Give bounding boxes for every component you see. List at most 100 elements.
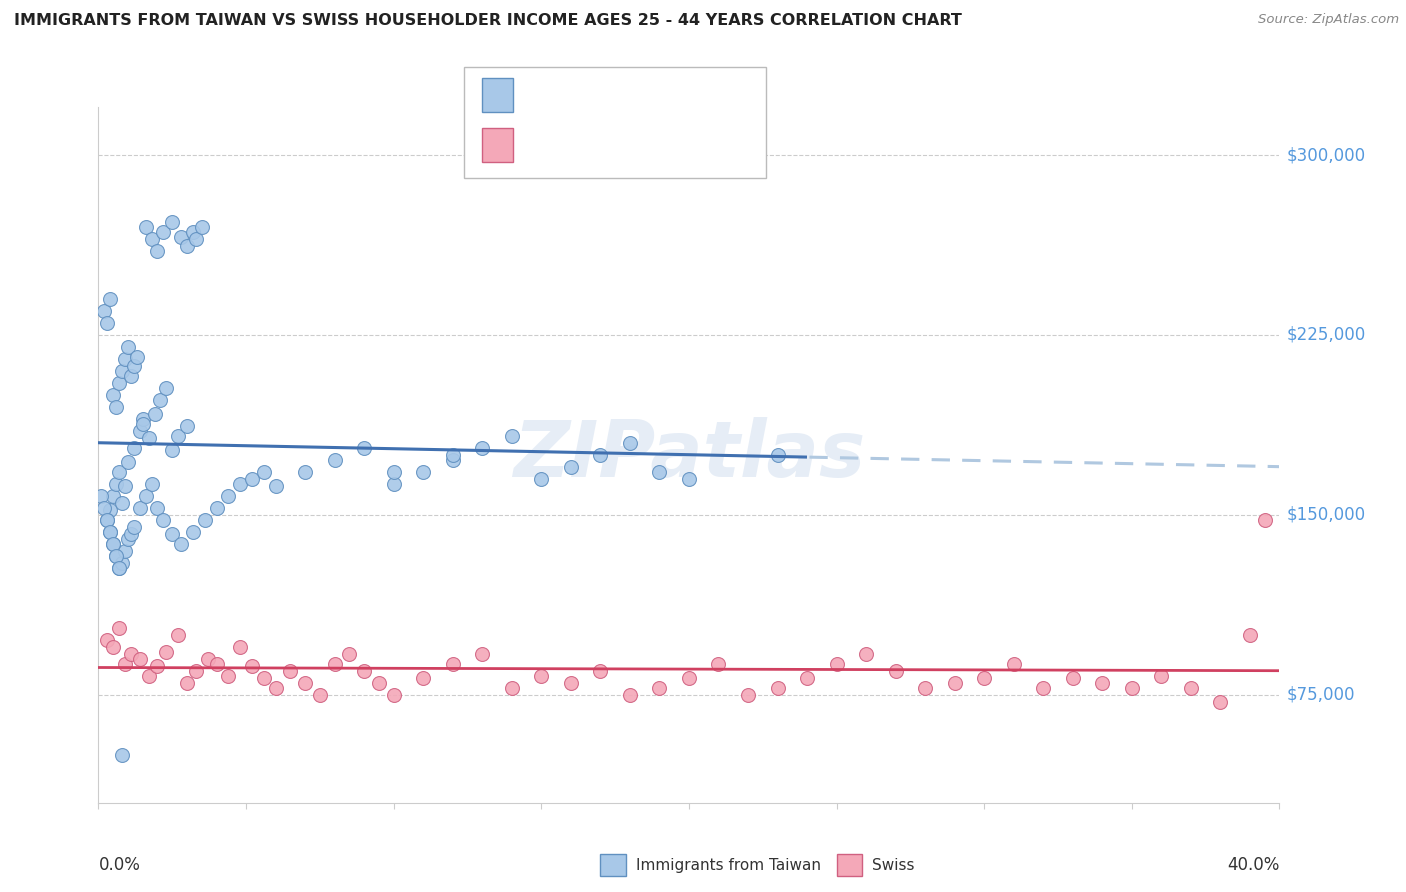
Point	[176, 676, 198, 690]
Point	[1239, 628, 1261, 642]
Point	[309, 688, 332, 702]
Point	[253, 465, 276, 479]
Point	[589, 664, 612, 678]
Point	[152, 225, 174, 239]
Point	[323, 452, 346, 467]
Point	[412, 671, 434, 685]
Point	[1091, 676, 1114, 690]
Point	[152, 513, 174, 527]
Point	[162, 527, 183, 541]
Point	[108, 621, 131, 635]
Point	[167, 628, 190, 642]
Point	[194, 513, 217, 527]
Point	[98, 503, 121, 517]
Point	[170, 229, 193, 244]
Point	[619, 688, 641, 702]
Point	[155, 381, 177, 395]
Point	[560, 459, 582, 474]
Point	[103, 537, 125, 551]
Point	[141, 476, 163, 491]
Point	[353, 664, 375, 678]
Point	[111, 556, 134, 570]
Point	[122, 520, 145, 534]
Point	[1032, 681, 1054, 695]
Point	[162, 443, 183, 458]
Point	[648, 681, 671, 695]
Point	[1121, 681, 1143, 695]
Point	[589, 448, 612, 462]
Point	[108, 560, 131, 574]
Point	[90, 489, 112, 503]
Point	[103, 489, 125, 503]
Point	[184, 664, 207, 678]
Point	[264, 681, 287, 695]
Point	[108, 465, 131, 479]
Point	[648, 465, 671, 479]
Point	[441, 657, 464, 671]
Text: -0.087: -0.087	[572, 136, 631, 153]
Point	[155, 645, 177, 659]
Point	[796, 671, 818, 685]
Point	[441, 452, 464, 467]
Point	[181, 225, 204, 239]
Point	[368, 676, 391, 690]
Point	[855, 647, 877, 661]
Point	[143, 407, 166, 421]
Point	[412, 465, 434, 479]
Point	[382, 476, 405, 491]
Point	[96, 513, 118, 527]
Point	[825, 657, 848, 671]
Point	[114, 351, 136, 366]
Point	[105, 400, 128, 414]
Point	[98, 524, 121, 539]
Point	[217, 668, 239, 682]
Point	[103, 537, 125, 551]
Text: 0.035: 0.035	[572, 87, 624, 104]
Point	[117, 455, 139, 469]
Text: Immigrants from Taiwan: Immigrants from Taiwan	[636, 858, 821, 873]
Point	[128, 652, 150, 666]
Point	[128, 424, 150, 438]
Point	[146, 659, 169, 673]
Point	[98, 524, 121, 539]
Point	[229, 476, 252, 491]
Text: Source: ZipAtlas.com: Source: ZipAtlas.com	[1258, 13, 1399, 27]
Point	[96, 316, 118, 330]
Point	[93, 304, 115, 318]
Point	[120, 368, 142, 383]
Point	[471, 647, 494, 661]
Point	[501, 681, 523, 695]
Point	[264, 479, 287, 493]
Text: N =: N =	[619, 87, 655, 104]
Point	[678, 671, 700, 685]
Point	[108, 560, 131, 574]
Point	[441, 448, 464, 462]
Point	[1002, 657, 1025, 671]
Point	[105, 476, 128, 491]
Point	[114, 544, 136, 558]
Point	[560, 676, 582, 690]
Text: 57: 57	[679, 136, 702, 153]
Point	[135, 219, 157, 234]
Point	[766, 448, 789, 462]
Point	[501, 428, 523, 442]
Point	[240, 659, 263, 673]
Point	[103, 388, 125, 402]
Point	[530, 668, 553, 682]
Point	[114, 657, 136, 671]
Text: $150,000: $150,000	[1286, 506, 1365, 524]
Point	[138, 431, 160, 445]
Point	[117, 532, 139, 546]
Point	[98, 292, 121, 306]
Point	[146, 500, 169, 515]
Point	[105, 549, 128, 563]
Point	[294, 676, 316, 690]
Text: ZIPatlas: ZIPatlas	[513, 417, 865, 493]
Point	[943, 676, 966, 690]
Point	[108, 376, 131, 390]
Point	[176, 419, 198, 434]
Point	[737, 688, 759, 702]
Point	[128, 500, 150, 515]
Point	[120, 527, 142, 541]
Point	[253, 671, 276, 685]
